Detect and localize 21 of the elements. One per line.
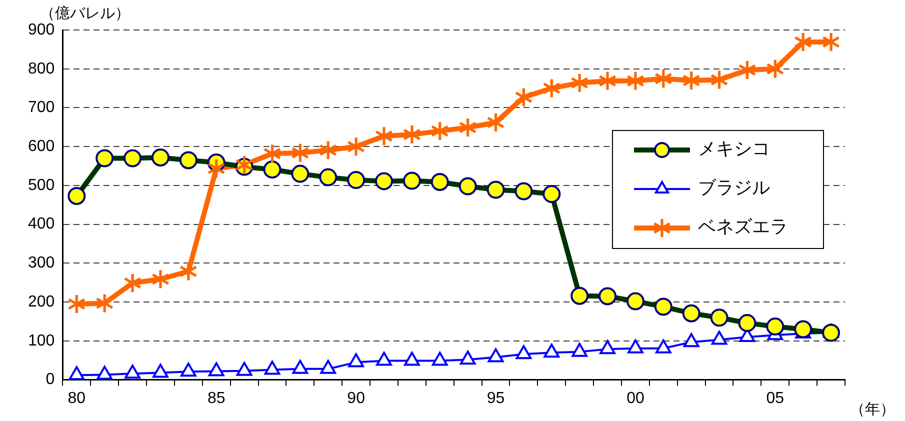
x-tick-label: 00	[626, 390, 644, 407]
x-tick-label: 85	[207, 390, 226, 407]
x-tick-label: 90	[347, 390, 366, 407]
y-axis-title: （億バレル）	[40, 4, 130, 23]
y-tick-label: 500	[28, 176, 55, 194]
x-tick-label: 05	[766, 390, 784, 407]
y-tick-label: 0	[46, 371, 55, 388]
y-tick-label: 800	[28, 60, 55, 78]
x-axis-title: （年）	[850, 400, 895, 419]
x-tick-label: 80	[68, 390, 86, 407]
y-tick-label: 200	[28, 293, 55, 310]
y-tick-label: 100	[28, 332, 55, 350]
legend-label: ブラジル	[698, 178, 770, 199]
x-tick-label: 95	[486, 390, 505, 407]
legend-label: ベネズエラ	[698, 216, 788, 238]
y-tick-label: 900	[28, 21, 55, 38]
y-tick-label: 700	[28, 99, 55, 116]
y-tick-label: 600	[28, 138, 55, 156]
legend-label: メキシコ	[698, 138, 770, 160]
y-tick-label: 400	[28, 216, 55, 233]
y-tick-label: 300	[28, 254, 55, 272]
